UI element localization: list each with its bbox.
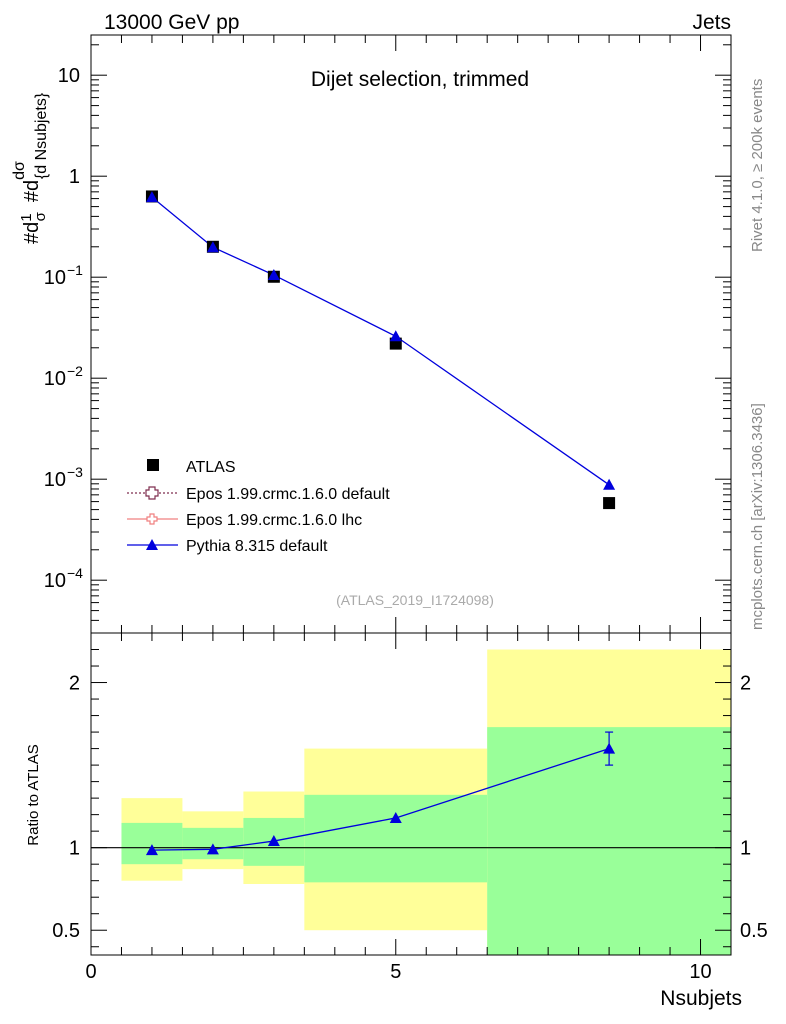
main-y-axis-label: #d1σ#ddσ {d Nsubjets} [11, 92, 50, 244]
main-ytick-label: 1 [69, 166, 80, 188]
ratio-plot-frame [90, 632, 732, 956]
main-ytick-exponent: −3 [67, 464, 83, 480]
main-ytick-exponent: −4 [67, 565, 83, 581]
ratio-uncertainty-bands [121, 649, 731, 955]
ratio-ytick-label-left: 0.5 [52, 920, 80, 942]
ratio-ytick-label-right: 0.5 [740, 920, 768, 942]
main-ytick-label: 10 [58, 65, 80, 87]
main-data [145, 190, 616, 510]
legend-atlas-marker [147, 459, 159, 471]
legend-epos-lhc-marker [146, 513, 158, 525]
legend-epos-default-label: Epos 1.99.crmc.1.6.0 default [186, 486, 390, 503]
ylabel-one: 1 [18, 213, 35, 221]
ylabel-dN: {d Nsubjets} [33, 92, 50, 179]
ratio-ytick-label-left: 2 [69, 673, 80, 695]
ratio-ytick-label-right: 1 [740, 838, 751, 860]
x-tick-label: 10 [689, 961, 711, 983]
main-ytick-exponent: −2 [67, 363, 83, 379]
legend-epos-default-marker [145, 486, 159, 500]
rivet-version-label: Rivet 4.1.0, ≥ 200k events [749, 79, 766, 252]
legend-atlas-label: ATLAS [186, 459, 236, 476]
legend: ATLAS Epos 1.99.crmc.1.6.0 default Epos … [127, 459, 390, 555]
x-axis-label: Nsubjets [660, 987, 742, 1010]
legend-pythia-label: Pythia 8.315 default [186, 538, 328, 555]
legend-epos-lhc-label: Epos 1.99.crmc.1.6.0 lhc [186, 512, 362, 529]
analysis-watermark: (ATLAS_2019_I1724098) [336, 592, 494, 608]
plot-title: Dijet selection, trimmed [311, 68, 529, 91]
x-tick-label: 5 [390, 961, 401, 983]
ratio-ytick-label-right: 2 [740, 673, 751, 695]
pythia-point [145, 191, 158, 203]
ratio-ytick-label-left: 1 [69, 838, 80, 860]
ratio-band-green-0 [121, 822, 183, 865]
ylabel-prefix: #d [21, 222, 43, 244]
ylabel-sigma: σ [32, 211, 49, 221]
ratio-band-green-3 [304, 794, 488, 883]
pythia-point [267, 269, 280, 281]
header-left: 13000 GeV pp [104, 11, 239, 34]
ratio-data [145, 731, 616, 856]
ratio-y-axis-label: Ratio to ATLAS [25, 744, 42, 845]
header-right: Jets [692, 11, 731, 34]
main-ytick-label: 10 [44, 570, 66, 592]
main-ytick-label: 10 [44, 267, 66, 289]
mcplots-label: mcplots.cern.ch [arXiv:1306.3436] [749, 403, 766, 630]
atlas-point [603, 497, 616, 510]
ylabel-dsigma: dσ [11, 161, 28, 180]
x-axis-ticks: 0 5 10 [85, 35, 732, 983]
pythia-point [389, 330, 402, 342]
main-ytick-label: 10 [44, 469, 66, 491]
ylabel-mid: #d [21, 180, 43, 202]
main-ytick-exponent: −1 [67, 262, 83, 278]
ratio-ticks: 0.5 0.5 1 1 2 2 [52, 649, 768, 948]
ratio-pythia-point [206, 843, 219, 855]
ratio-pythia-point [389, 811, 402, 823]
ratio-pythia-point [267, 835, 280, 847]
x-tick-label: 0 [85, 961, 96, 983]
pythia-point [206, 241, 219, 253]
pythia-point [603, 478, 616, 490]
legend-pythia-marker [146, 539, 158, 550]
main-ytick-label: 10 [44, 368, 66, 390]
pythia-line [151, 196, 610, 486]
ratio-pythia-point [145, 844, 158, 856]
main-y-axis-label-text: #d1σ#ddσ {d Nsubjets} [11, 92, 50, 244]
ratio-pythia-point [603, 742, 616, 754]
